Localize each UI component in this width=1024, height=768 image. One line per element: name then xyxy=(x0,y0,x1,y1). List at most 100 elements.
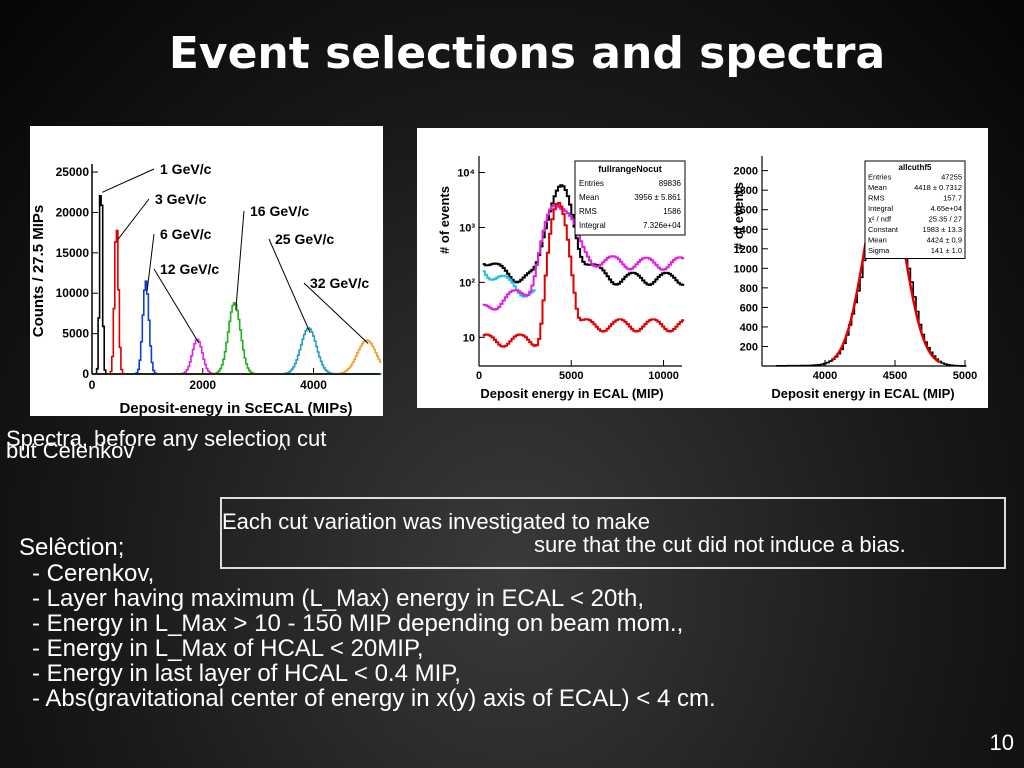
stats-value: 25.35 / 27 xyxy=(929,215,962,224)
series-line xyxy=(92,302,382,375)
series-label: 6 GeV/c xyxy=(160,226,212,242)
stats-value: 89836 xyxy=(659,179,682,188)
y-tick-label: 25000 xyxy=(56,165,90,179)
spectra-chart-svg: 0 2000 4000 0 5000 10000 15000 20000 25000 Depos… xyxy=(30,161,382,417)
series-line xyxy=(92,327,382,375)
x-tick-label: 5000 xyxy=(953,370,977,382)
stats-value: 4418 ± 0.7312 xyxy=(914,183,962,192)
x-tick-label: 2000 xyxy=(189,378,216,392)
log-spectrum-chart: 0 5000 10000 10 10² 10³ 10⁴ Deposit energy in … xyxy=(437,156,977,401)
series-label: 1 GeV/c xyxy=(160,161,212,177)
label-leader xyxy=(102,168,155,193)
label-leader xyxy=(146,233,155,291)
stats-frame xyxy=(574,160,686,236)
y-tick-label: 400 xyxy=(740,322,758,334)
y-tick-label: 1400 xyxy=(734,224,758,236)
stats-value: 7.326e+04 xyxy=(643,221,682,230)
y-tick-label: 5000 xyxy=(62,327,89,341)
y-tick-label: 600 xyxy=(740,302,758,314)
x-tick-label: 5000 xyxy=(559,370,583,382)
y-tick-label: 10 xyxy=(463,332,475,344)
stats-key: Integral xyxy=(868,204,893,213)
y-tick-label: 1600 xyxy=(734,205,758,217)
x-tick-label: 4500 xyxy=(883,370,907,382)
left-spectra-plot: 0 2000 4000 0 5000 10000 15000 20000 25000 Depos… xyxy=(30,126,383,417)
y-tick-label: 2000 xyxy=(734,166,758,178)
stats-value: 141 ± 1.0 xyxy=(931,246,962,255)
bias-note-box xyxy=(220,497,1006,569)
series-line xyxy=(482,184,685,286)
stats-value: 4.65e+04 xyxy=(931,204,963,213)
stats-value: 4424 ± 0.9 xyxy=(927,236,962,245)
y-tick-label: 1800 xyxy=(734,185,758,197)
list-item: - Cerenkov, xyxy=(32,560,155,587)
note-line: sure that the cut did not induce a bias. xyxy=(534,532,906,557)
stats-box: fullrangeNocut Entries 89836 Mean 3956 ± 5.8… xyxy=(574,160,686,236)
stats-value: 1586 xyxy=(663,207,681,216)
y-tick-label: 10⁴ xyxy=(457,168,475,180)
stats-key: Mean xyxy=(868,236,887,245)
series-line xyxy=(482,204,685,311)
y-axis-label: # of events xyxy=(731,182,746,250)
y-tick-label: 10³ xyxy=(459,222,475,234)
list-item: - Layer having maximum (L_Max) energy in… xyxy=(32,585,645,612)
stats-key: RMS xyxy=(579,207,597,216)
stats-key: Mean xyxy=(868,183,887,192)
label-leader xyxy=(235,210,245,311)
list-item: - Abs(gravitational center of energy in … xyxy=(32,685,716,712)
x-axis-label: Deposit-enegy in ScECAL (MIPs) xyxy=(119,400,352,416)
label-leader xyxy=(153,268,200,344)
stats-title: fullrangeNocut xyxy=(598,164,662,174)
stats-key: Entries xyxy=(579,179,604,188)
stats-title: allcuthf5 xyxy=(899,163,932,172)
label-leader xyxy=(117,198,150,240)
slide-title: Event selections and spectra xyxy=(168,28,886,79)
page-number: 10 xyxy=(989,730,1014,755)
list-item: - Energy in L_Max > 10 - 150 MIP dependi… xyxy=(32,610,684,637)
label-leader xyxy=(303,282,369,344)
series-label: 3 GeV/c xyxy=(155,191,207,207)
stats-value: 157.7 xyxy=(943,194,962,203)
stats-key: Mean xyxy=(579,193,599,202)
label-leader xyxy=(268,238,311,333)
right-spectra-panel: 0 5000 10000 10 10² 10³ 10⁴ Deposit energy in … xyxy=(417,128,988,408)
series-label: 25 GeV/c xyxy=(275,231,334,247)
y-tick-label: 10² xyxy=(459,277,475,289)
y-tick-label: 1000 xyxy=(734,263,758,275)
y-tick-label: 10000 xyxy=(56,286,90,300)
x-tick-label: 0 xyxy=(476,370,482,382)
y-tick-label: 1200 xyxy=(734,244,758,256)
y-tick-label: 0 xyxy=(82,367,89,381)
stats-frame xyxy=(864,160,966,259)
x-tick-label: 4000 xyxy=(813,370,837,382)
x-axis-label: Deposit energy in ECAL (MIP) xyxy=(771,386,954,401)
stats-key: Entries xyxy=(868,173,892,182)
y-tick-label: 20000 xyxy=(56,205,90,219)
series-label: 32 GeV/c xyxy=(310,275,369,291)
stats-key: Integral xyxy=(579,221,606,230)
stats-key: RMS xyxy=(868,194,885,203)
selection-list: - Cerenkov, - Layer having maximum (L_Ma… xyxy=(32,561,716,711)
list-item: - Energy in L_Max of HCAL < 20MIP, xyxy=(32,635,424,662)
stats-value: 1983 ± 13.3 xyxy=(922,225,962,234)
stats-box: allcuthf5 Entries 47255 Mean 4418 ± 0.7312 RM… xyxy=(864,160,966,259)
series-label: 12 GeV/c xyxy=(160,261,219,277)
y-tick-label: 15000 xyxy=(56,246,90,260)
stats-key: Constant xyxy=(868,225,899,234)
spectra-caption: Spectra, before any selection cut but Ce… xyxy=(6,426,326,463)
note-line: Each cut variation was investigated to m… xyxy=(222,509,651,534)
x-tick-label: 10000 xyxy=(648,370,679,382)
list-item: - Energy in last layer of HCAL < 0.4 MIP… xyxy=(32,660,461,687)
selection-heading: Selêction; xyxy=(19,534,125,561)
y-tick-label: 200 xyxy=(740,341,758,353)
stats-value: 3956 ± 5.861 xyxy=(634,193,681,202)
y-axis-label: # of events xyxy=(437,186,452,254)
x-tick-label: 4000 xyxy=(300,378,327,392)
series-line xyxy=(482,202,685,348)
caption-hat-mark: ^ xyxy=(278,440,287,460)
y-tick-label: 800 xyxy=(740,283,758,295)
stats-key: Sigma xyxy=(868,246,890,255)
stats-value: 47255 xyxy=(941,173,962,182)
series-label: 16 GeV/c xyxy=(250,203,309,219)
caption-line: Spectra, before any selection cut xyxy=(6,426,327,451)
